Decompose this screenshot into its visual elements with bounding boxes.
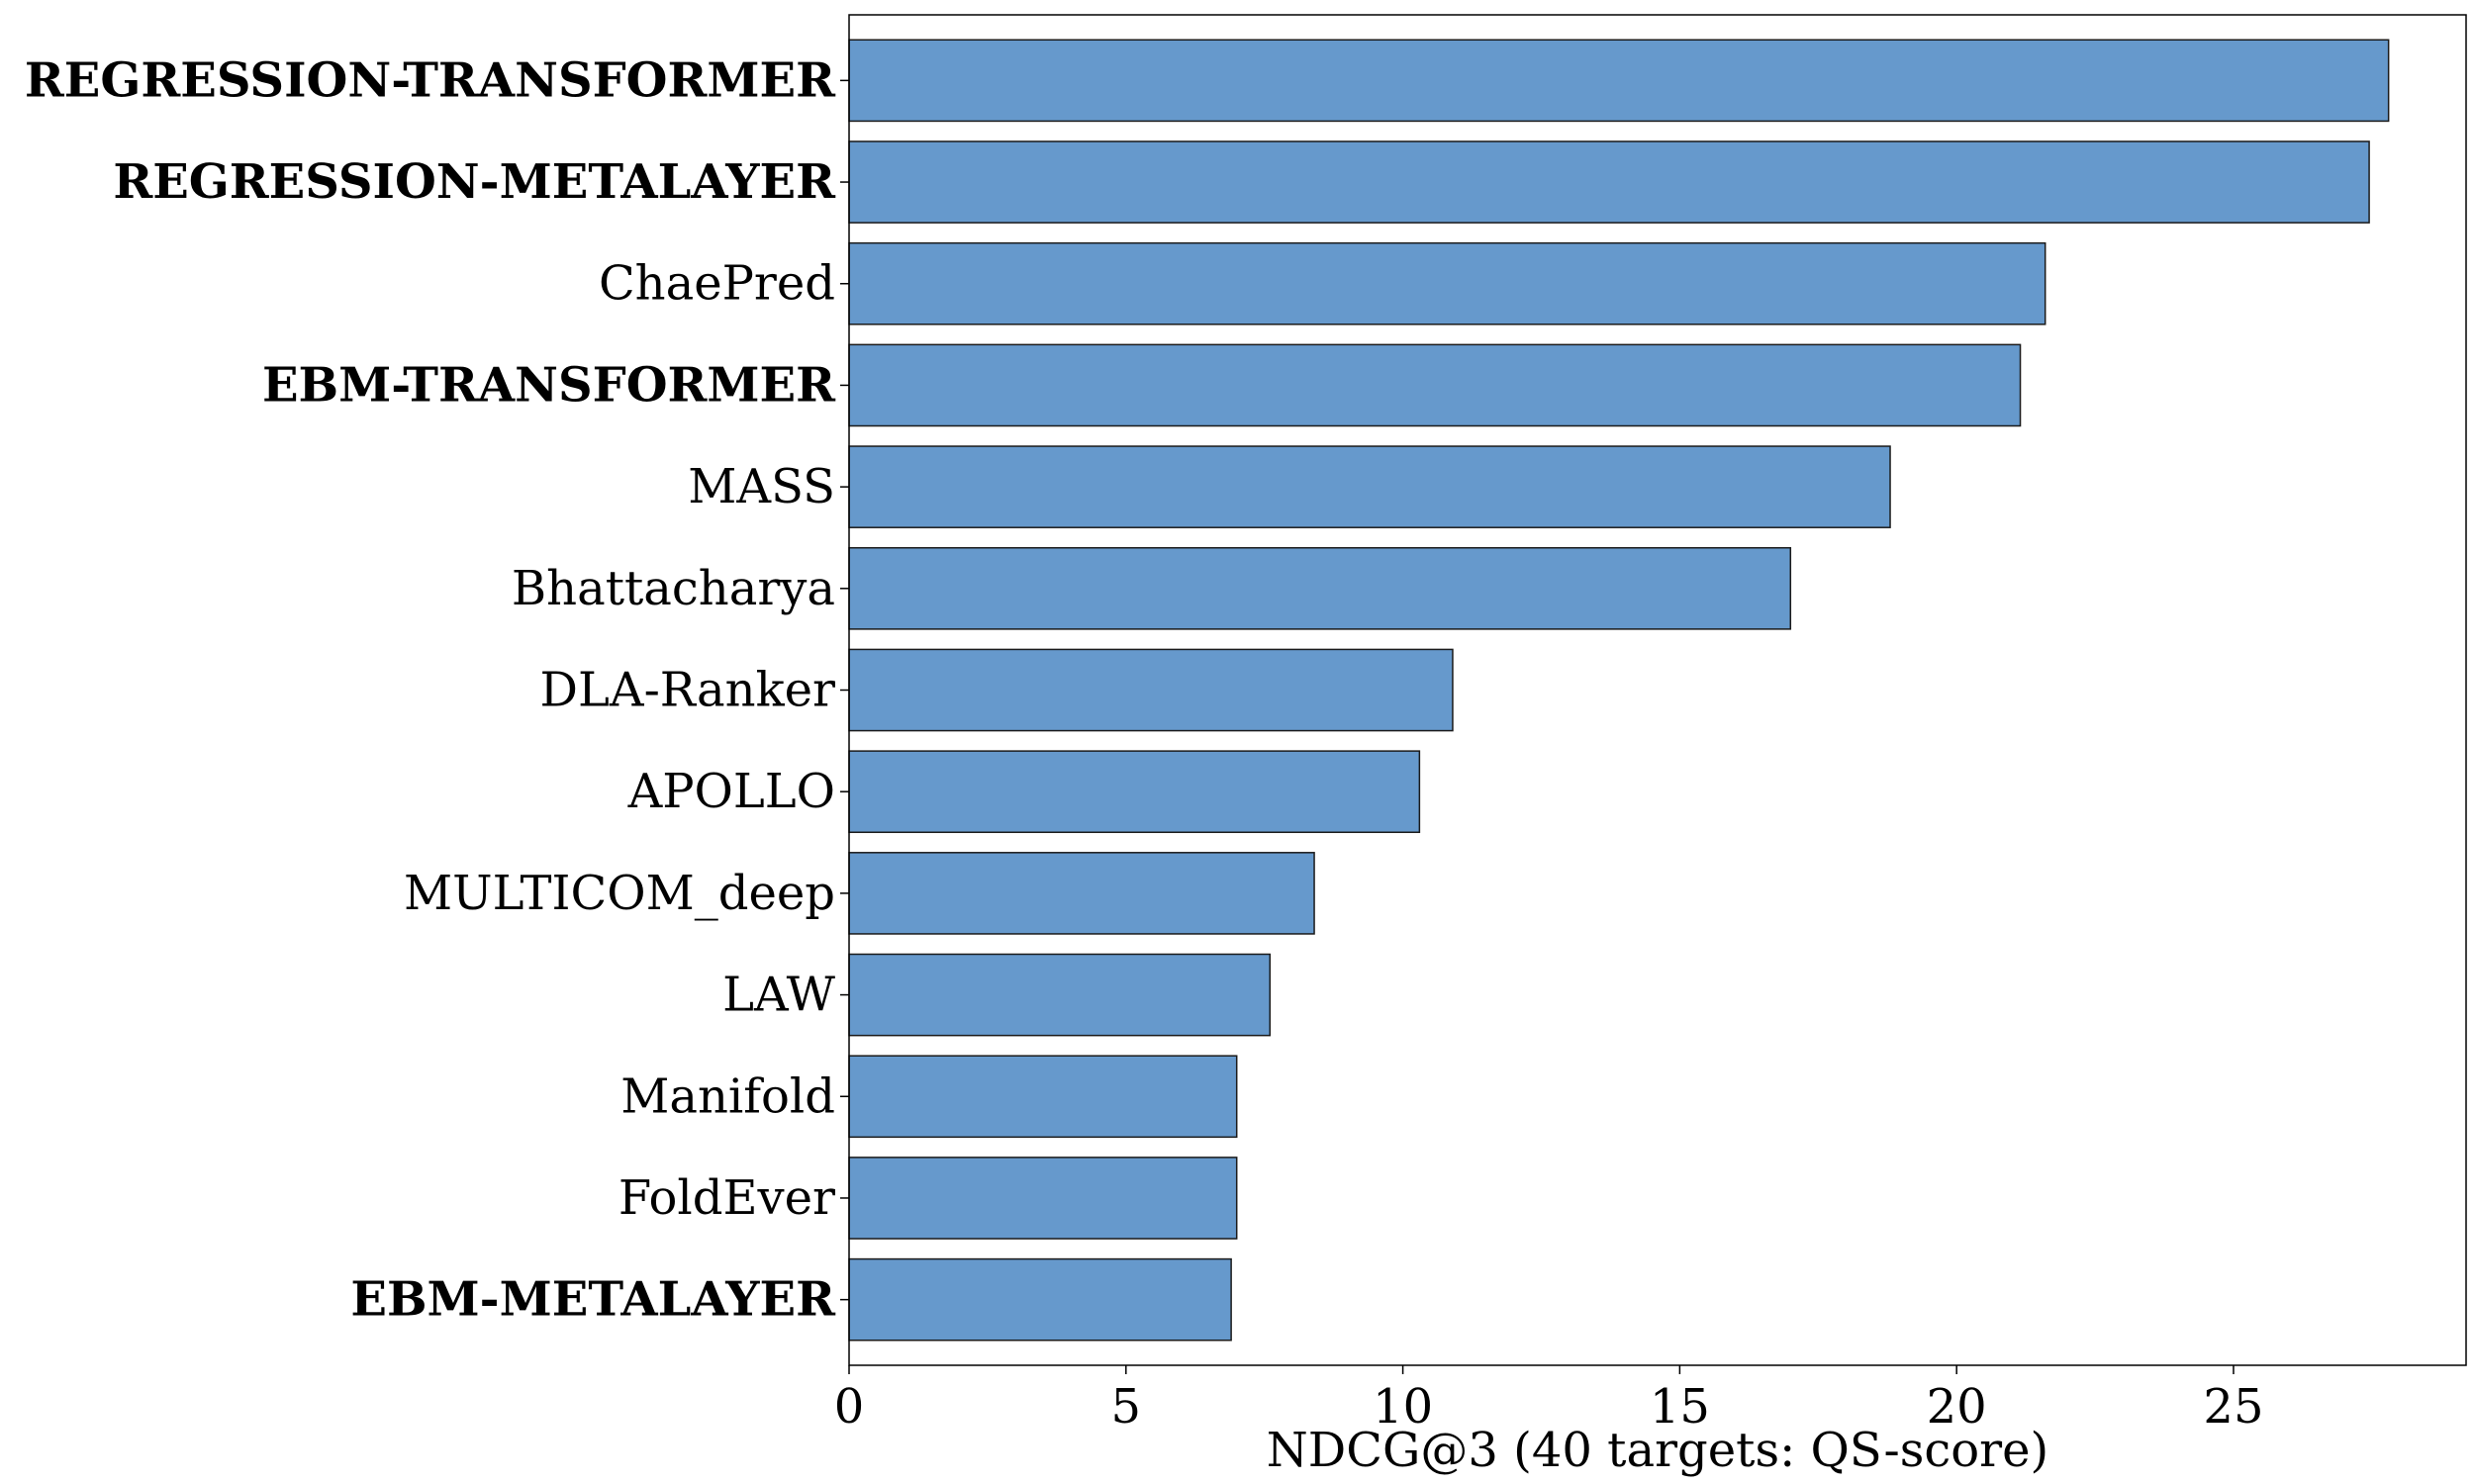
x-tick-label: 0 — [834, 1379, 865, 1435]
y-tick-label: ChaePred — [599, 256, 835, 312]
y-tick-label: DLA-Ranker — [540, 663, 836, 718]
y-axis-ticks: REGRESSION-TRANSFORMER REGRESSION-METALAY… — [25, 52, 849, 1328]
y-tick-label: Manifold — [620, 1068, 835, 1124]
bar-manifold — [848, 1055, 1238, 1139]
bar-apollo — [848, 750, 1421, 834]
bar-ebm-metalayer — [848, 1257, 1232, 1342]
y-tick-label: Bhattacharya — [512, 561, 835, 616]
x-axis-label: NDCG@3 (40 targets: QS-score) — [1267, 1423, 2048, 1478]
y-tick-label: MASS — [688, 459, 835, 514]
bar-multicom-deep — [848, 852, 1315, 935]
y-tick-label: FoldEver — [618, 1170, 835, 1226]
bars-group — [848, 39, 2390, 1342]
y-tick-label: REGRESSION-TRANSFORMER — [25, 52, 836, 108]
y-tick-label: LAW — [722, 968, 836, 1023]
bar-dla-ranker — [848, 648, 1454, 732]
bar-bhattacharya — [848, 546, 1792, 630]
y-tick-label: EBM-METALAYER — [350, 1272, 836, 1328]
x-tick-label: 10 — [1373, 1379, 1433, 1435]
x-tick-label: 5 — [1111, 1379, 1142, 1435]
y-tick-label: REGRESSION-METALAYER — [113, 154, 836, 210]
bar-mass — [848, 445, 1891, 528]
bar-foldever — [848, 1157, 1238, 1240]
bar-law — [848, 953, 1272, 1037]
plot-frame — [848, 14, 2467, 1366]
bar-regression-metalayer — [848, 140, 2370, 224]
x-axis-ticks: 0 5 10 15 20 25 — [834, 1365, 2264, 1435]
x-tick-label: 15 — [1650, 1379, 1710, 1435]
bar-regression-transformer — [848, 39, 2390, 123]
x-tick-label: 25 — [2203, 1379, 2263, 1435]
bar-ebm-transformer — [848, 343, 2022, 427]
y-tick-label: EBM-TRANSFORMER — [262, 357, 836, 413]
x-tick-label: 20 — [1927, 1379, 1987, 1435]
bar-chaepred — [848, 241, 2046, 325]
y-tick-label: APOLLO — [627, 764, 835, 819]
y-tick-label: MULTICOM_deep — [404, 866, 835, 921]
